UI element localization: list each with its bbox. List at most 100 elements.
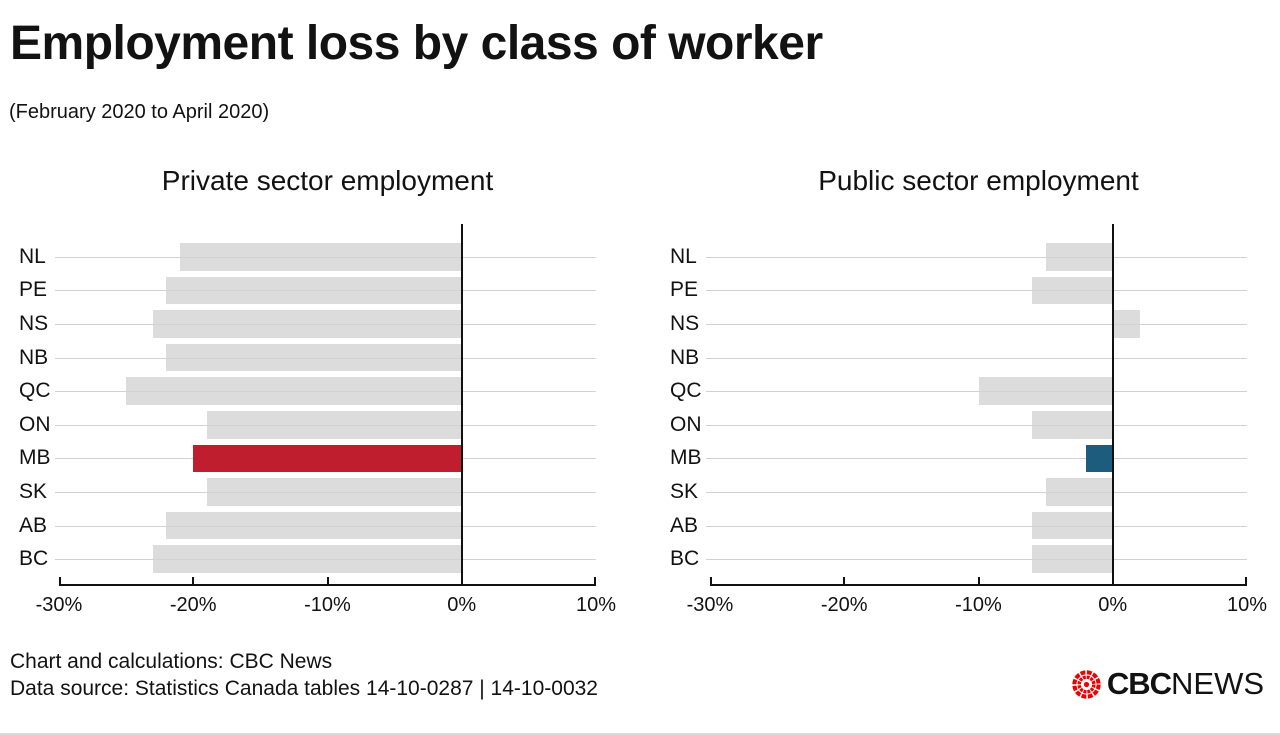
category-label: NL xyxy=(670,244,697,268)
page-subtitle: (February 2020 to April 2020) xyxy=(9,101,270,123)
axis-tick-label: -10% xyxy=(304,594,351,616)
gridline xyxy=(55,290,596,292)
gridline xyxy=(706,357,1247,359)
chart-row-pe: PE xyxy=(670,274,1247,308)
gridline xyxy=(55,357,596,359)
plot-area-public: NL PE NS NB QC ON MB SK AB BC xyxy=(670,224,1247,584)
axis-tick-label: 0% xyxy=(447,594,477,616)
axis-tick xyxy=(59,577,61,584)
chart-row-mb: MB xyxy=(19,442,596,476)
chart-row-bc: BC xyxy=(19,542,596,576)
bottom-divider xyxy=(0,733,1280,735)
axis-tick-label: -20% xyxy=(169,594,217,616)
chart-row-nl: NL xyxy=(670,240,1247,274)
gridline xyxy=(55,323,596,325)
category-label: MB xyxy=(670,446,702,470)
axis-tick xyxy=(843,577,846,584)
private-sector-chart: Private sector employment NL PE NS NB QC ON MB… xyxy=(11,165,616,616)
footer-credits: Chart and calculations: CBC News Data so… xyxy=(10,648,598,702)
chart-row-on: ON xyxy=(19,408,596,442)
axis-tick xyxy=(1245,577,1247,584)
category-label: ON xyxy=(670,412,702,436)
category-label: NB xyxy=(670,345,700,369)
axis-tick xyxy=(192,577,195,584)
category-label: MB xyxy=(19,446,51,470)
category-label: NL xyxy=(19,244,46,268)
category-label: PE xyxy=(670,278,699,302)
zero-baseline xyxy=(460,224,463,584)
zero-baseline xyxy=(1111,224,1114,584)
chart-row-nb: NB xyxy=(19,341,596,375)
category-label: QC xyxy=(19,379,51,403)
public-sector-chart: Public sector employment NL PE NS NB QC ON MB S… xyxy=(662,165,1267,616)
category-label: SK xyxy=(670,479,699,503)
cbc-gem-icon xyxy=(1072,669,1101,699)
plot-area-private: NL PE NS NB QC ON MB SK AB BC xyxy=(19,224,596,584)
axis-tick-label: 0% xyxy=(1098,594,1128,616)
category-label: AB xyxy=(670,513,699,537)
category-label: NB xyxy=(19,345,49,369)
x-axis-private: -30% -20% -10% 0% 10% xyxy=(36,577,616,616)
category-label: BC xyxy=(19,547,49,571)
chart-row-sk: SK xyxy=(19,475,596,509)
cbc-news-logo: CBC NEWS xyxy=(1072,666,1264,702)
x-axis-public: -30% -20% -10% 0% 10% xyxy=(687,577,1267,616)
chart-row-bc: BC xyxy=(670,542,1247,576)
chart-row-on: ON xyxy=(670,408,1247,442)
category-label: BC xyxy=(670,547,700,571)
gridline xyxy=(706,559,1247,561)
axis-tick xyxy=(977,577,980,584)
logo-text-news: NEWS xyxy=(1171,666,1264,701)
category-label: ON xyxy=(19,412,51,436)
bar-mb xyxy=(193,444,462,473)
gridline xyxy=(55,559,596,561)
gridline xyxy=(706,290,1247,292)
axis-tick-label: 10% xyxy=(1226,594,1268,616)
category-label: QC xyxy=(670,379,702,403)
chart-title-private: Private sector employment xyxy=(161,165,494,196)
gridline xyxy=(55,256,596,258)
category-label: NS xyxy=(670,311,700,335)
chart-row-pe: PE xyxy=(19,274,596,308)
gridline xyxy=(55,491,596,493)
bar-mb xyxy=(1085,444,1113,473)
gridline xyxy=(706,525,1247,527)
axis-tick-label: -20% xyxy=(820,594,868,616)
chart-row-ns: NS xyxy=(19,307,596,341)
chart-row-nl: NL xyxy=(19,240,596,274)
chart-row-qc: QC xyxy=(670,374,1247,408)
axis-tick-label: -30% xyxy=(35,594,83,616)
credit-line: Chart and calculations: CBC News xyxy=(10,650,333,673)
gridline xyxy=(55,391,596,393)
gridline xyxy=(706,458,1247,460)
chart-title-public: Public sector employment xyxy=(818,165,1139,196)
gridline xyxy=(706,424,1247,426)
gridline xyxy=(55,424,596,426)
gridline xyxy=(55,525,596,527)
axis-tick xyxy=(326,577,329,584)
axis-tick xyxy=(594,577,596,584)
category-label: SK xyxy=(19,479,48,503)
chart-row-ns: NS xyxy=(670,307,1247,341)
chart-row-ab: AB xyxy=(19,509,596,543)
axis-tick-label: 10% xyxy=(575,594,617,616)
gridline xyxy=(706,491,1247,493)
chart-row-mb: MB xyxy=(670,442,1247,476)
gridline xyxy=(706,256,1247,258)
gridline xyxy=(706,391,1247,393)
category-label: NS xyxy=(19,311,49,335)
source-line: Data source: Statistics Canada tables 14… xyxy=(10,677,598,700)
category-label: PE xyxy=(19,278,48,302)
chart-row-qc: QC xyxy=(19,374,596,408)
axis-tick-label: -30% xyxy=(686,594,734,616)
axis-tick xyxy=(710,577,712,584)
category-label: AB xyxy=(19,513,48,537)
chart-row-ab: AB xyxy=(670,509,1247,543)
gridline xyxy=(706,323,1247,325)
page-title: Employment loss by class of worker xyxy=(10,17,823,70)
chart-row-nb: NB xyxy=(670,341,1247,375)
axis-tick-label: -10% xyxy=(955,594,1002,616)
chart-row-sk: SK xyxy=(670,475,1247,509)
logo-text-cbc: CBC xyxy=(1106,666,1172,701)
